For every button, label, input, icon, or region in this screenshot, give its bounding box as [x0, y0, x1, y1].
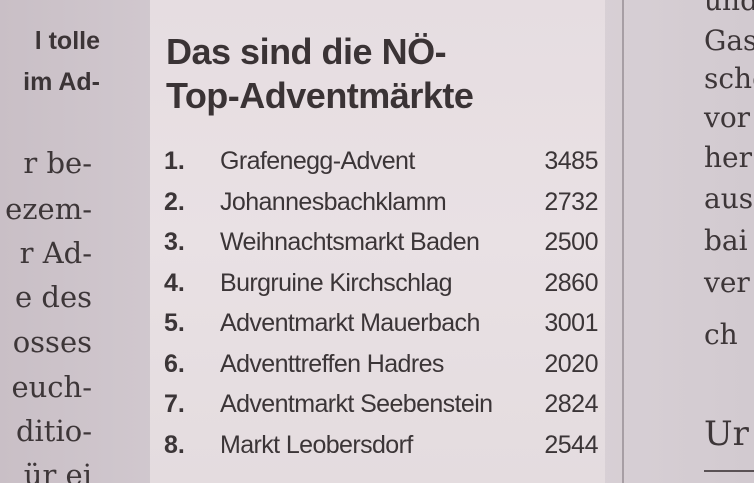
left-body-line: r Ad-: [19, 236, 92, 270]
market-value: 3485: [544, 147, 598, 175]
market-name: Adventmarkt Seebenstein: [220, 390, 493, 418]
market-name: Adventmarkt Mauerbach: [220, 309, 480, 337]
right-body-line: ch: [704, 318, 738, 351]
title-line: Top-Adventmärkte: [166, 75, 474, 116]
column-divider: [622, 0, 624, 483]
left-body-line: euch-: [11, 370, 92, 404]
right-body-line: sche: [704, 62, 754, 95]
left-body-line: ür ei: [23, 458, 92, 483]
market-name: Adventtreffen Hadres: [220, 349, 444, 378]
right-subheading: Ur: [704, 414, 749, 454]
article-box: Das sind die NÖ- Top-Adventmärkte 1. Gra…: [150, 0, 605, 483]
ranking-row: 5. Adventmarkt Mauerbach 3001: [164, 305, 604, 346]
market-name: Markt Leobersdorf: [220, 430, 413, 459]
ranking-row: 2. Johannesbachklamm 2732: [164, 184, 604, 225]
left-column: l tolle im Ad- r be- ezem- r Ad- e des o…: [0, 0, 100, 483]
market-value: 2544: [544, 430, 598, 459]
title-line: Das sind die NÖ-: [166, 31, 447, 72]
left-body-line: r be-: [23, 146, 92, 180]
article-title: Das sind die NÖ- Top-Adventmärkte: [166, 30, 474, 118]
market-value: 2860: [544, 268, 598, 297]
rank-number: 2.: [164, 187, 185, 216]
left-body-line: ditio-: [15, 414, 92, 448]
ranking-row: 6. Adventtreffen Hadres 2020: [164, 346, 604, 387]
right-body-line: her: [704, 141, 752, 174]
rank-number: 1.: [164, 147, 185, 175]
rank-number: 7.: [164, 390, 185, 418]
right-body-line: Gasp: [704, 24, 754, 57]
market-value: 2732: [544, 187, 598, 216]
left-body-line: e des: [15, 280, 92, 314]
right-column: und Gasp sche vor her aus bai ver ch Ur: [676, 0, 754, 483]
right-body-line: aus: [704, 182, 754, 215]
market-value: 2824: [544, 390, 598, 418]
market-name: Grafenegg-Advent: [220, 147, 415, 175]
ranking-row: 7. Adventmarkt Seebenstein 2824: [164, 386, 604, 427]
market-value: 3001: [544, 309, 598, 337]
ranking-row: 3. Weihnachtsmarkt Baden 2500: [164, 224, 604, 265]
ranking-list: 1. Grafenegg-Advent 3485 2. Johannesbach…: [164, 143, 604, 467]
ranking-row: 8. Markt Leobersdorf 2544: [164, 427, 604, 468]
ranking-row: 1. Grafenegg-Advent 3485: [164, 143, 604, 184]
rank-number: 8.: [164, 430, 185, 459]
market-name: Johannesbachklamm: [220, 187, 447, 216]
left-headline-line: im Ad-: [23, 68, 100, 96]
right-rule: [704, 470, 754, 472]
market-value: 2500: [544, 228, 598, 256]
left-body-line: ezem-: [5, 192, 92, 226]
market-value: 2020: [544, 349, 598, 378]
rank-number: 4.: [164, 268, 185, 297]
left-headline-line: l tolle: [34, 27, 100, 55]
market-name: Weihnachtsmarkt Baden: [220, 228, 480, 256]
rank-number: 3.: [164, 228, 185, 256]
left-body-line: osses: [12, 325, 92, 359]
right-body-line: bai: [704, 224, 748, 257]
market-name: Burgruine Kirchschlag: [220, 268, 453, 297]
right-body-line: vor: [704, 101, 751, 134]
ranking-row: 4. Burgruine Kirchschlag 2860: [164, 265, 604, 306]
rank-number: 5.: [164, 309, 185, 337]
right-body-line: und: [704, 0, 754, 17]
right-body-line: ver: [704, 266, 750, 299]
rank-number: 6.: [164, 349, 185, 378]
